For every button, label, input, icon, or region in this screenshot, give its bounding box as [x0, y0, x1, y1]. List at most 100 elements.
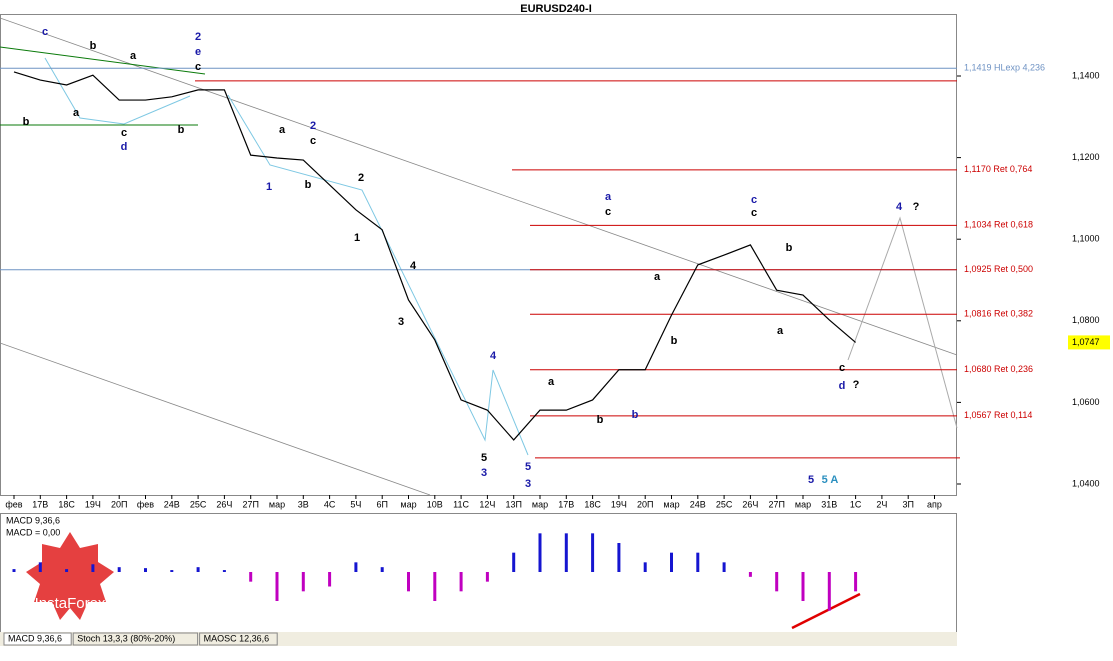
macd-bar	[485, 572, 489, 582]
macd-bar	[854, 572, 858, 592]
wave-label: e	[195, 46, 201, 58]
wave-label: 2	[358, 172, 364, 184]
macd-bar	[748, 572, 752, 577]
x-tick-label: 3В	[298, 499, 309, 509]
macd-bar	[196, 567, 200, 572]
macd-bar	[538, 533, 542, 572]
wave-label: c	[42, 26, 48, 38]
macd-bar	[459, 572, 463, 592]
wave-label: 1	[354, 232, 360, 244]
macd-bar	[407, 572, 410, 592]
tab-label: MAOSC 12,36,6	[204, 633, 270, 643]
x-tick-label: 13П	[505, 499, 521, 509]
macd-bar	[117, 567, 121, 572]
wave-label: b	[597, 414, 604, 426]
x-tick-label: 3П	[902, 499, 913, 509]
wave-label: a	[73, 107, 80, 119]
wave-label: 1	[266, 181, 272, 193]
macd-bar	[222, 570, 226, 572]
level-label: 1,0925 Ret 0,500	[964, 264, 1033, 274]
wave-label: c	[751, 194, 757, 206]
macd-bar	[512, 552, 516, 572]
wave-label: 3	[481, 467, 487, 479]
wave-label: 5	[808, 474, 814, 486]
level-label: 1,0567 Ret 0,114	[964, 410, 1032, 420]
macd-bar	[433, 572, 437, 601]
macd-bar	[301, 572, 305, 592]
wave-label: c	[751, 207, 757, 219]
x-tick-label: 19Ч	[85, 499, 101, 509]
x-tick-label: фев	[5, 499, 22, 509]
wave-label: a	[548, 376, 555, 388]
wave-label: d	[121, 141, 128, 153]
wave-label: b	[23, 116, 30, 128]
wave-label: 5	[481, 452, 487, 464]
wave-label: ?	[913, 201, 920, 213]
macd-bar	[354, 562, 358, 572]
trend-line	[0, 17, 958, 356]
macd-value: MACD = 0,00	[6, 527, 60, 537]
y-tick-label: 1,1200	[1072, 152, 1100, 162]
macd-bar	[617, 543, 621, 572]
macd-bar	[827, 572, 831, 611]
wave-label: a	[777, 325, 784, 337]
x-tick-label: 20П	[111, 499, 127, 509]
x-tick-label: 4С	[324, 499, 336, 509]
macd-bar	[643, 562, 647, 572]
wave-label: 3	[398, 316, 404, 328]
x-tick-label: 5Ч	[350, 499, 361, 509]
x-tick-label: мар	[663, 499, 679, 509]
x-tick-label: 17В	[558, 499, 574, 509]
macd-bar	[670, 552, 673, 572]
wave-line	[44, 57, 191, 125]
current-price-label: 1,0747	[1072, 337, 1100, 347]
macd-bar	[696, 552, 700, 572]
tab-label: MACD 9,36,6	[8, 633, 62, 643]
wave-label: c	[121, 127, 127, 139]
current-price-box	[1068, 335, 1110, 350]
wave-line	[227, 94, 529, 456]
triangle-line	[0, 46, 206, 75]
macd-bar	[144, 568, 147, 572]
channel-line	[0, 342, 431, 496]
x-tick-label: 20П	[637, 499, 653, 509]
y-tick-label: 1,1400	[1072, 70, 1100, 80]
x-tick-label: фев	[137, 499, 154, 509]
x-tick-label: 6П	[376, 499, 387, 509]
macd-bar	[722, 562, 726, 572]
macd-bar	[775, 572, 779, 592]
wave-label: 5 A	[822, 474, 839, 486]
macd-bar	[328, 572, 332, 587]
wave-label: a	[605, 191, 612, 203]
x-tick-label: 19Ч	[611, 499, 627, 509]
macd-bar	[564, 533, 568, 572]
wave-label: b	[305, 179, 312, 191]
y-tick-label: 1,1000	[1072, 234, 1100, 244]
x-tick-label: мар	[269, 499, 285, 509]
tab	[3, 632, 72, 646]
wave-label: c	[195, 61, 201, 73]
wave-label: 2	[310, 120, 316, 132]
level-label: 1,1419 HLexp 4,236	[964, 63, 1045, 73]
x-tick-label: 27П	[768, 499, 784, 509]
x-tick-label: 25С	[190, 499, 207, 509]
x-tick-label: мар	[532, 499, 548, 509]
wave-label: c	[310, 135, 316, 147]
x-tick-label: 2Ч	[876, 499, 887, 509]
macd-bar	[591, 533, 595, 572]
y-tick-label: 1,0600	[1072, 397, 1100, 407]
x-tick-label: 11С	[453, 499, 469, 509]
tab	[72, 632, 199, 646]
wave-label: a	[279, 124, 286, 136]
wave-label: 4	[410, 260, 417, 272]
y-tick-label: 1,0800	[1072, 315, 1100, 325]
macd-bar	[91, 564, 95, 572]
wave-label: d	[839, 380, 846, 392]
tab-label: Stoch 13,3,3 (80%-20%)	[77, 633, 175, 643]
divergence-line	[791, 592, 861, 630]
wave-label: a	[654, 271, 661, 283]
x-tick-label: 27П	[242, 499, 258, 509]
wave-label: 3	[525, 478, 531, 490]
macd-bar	[38, 562, 42, 572]
